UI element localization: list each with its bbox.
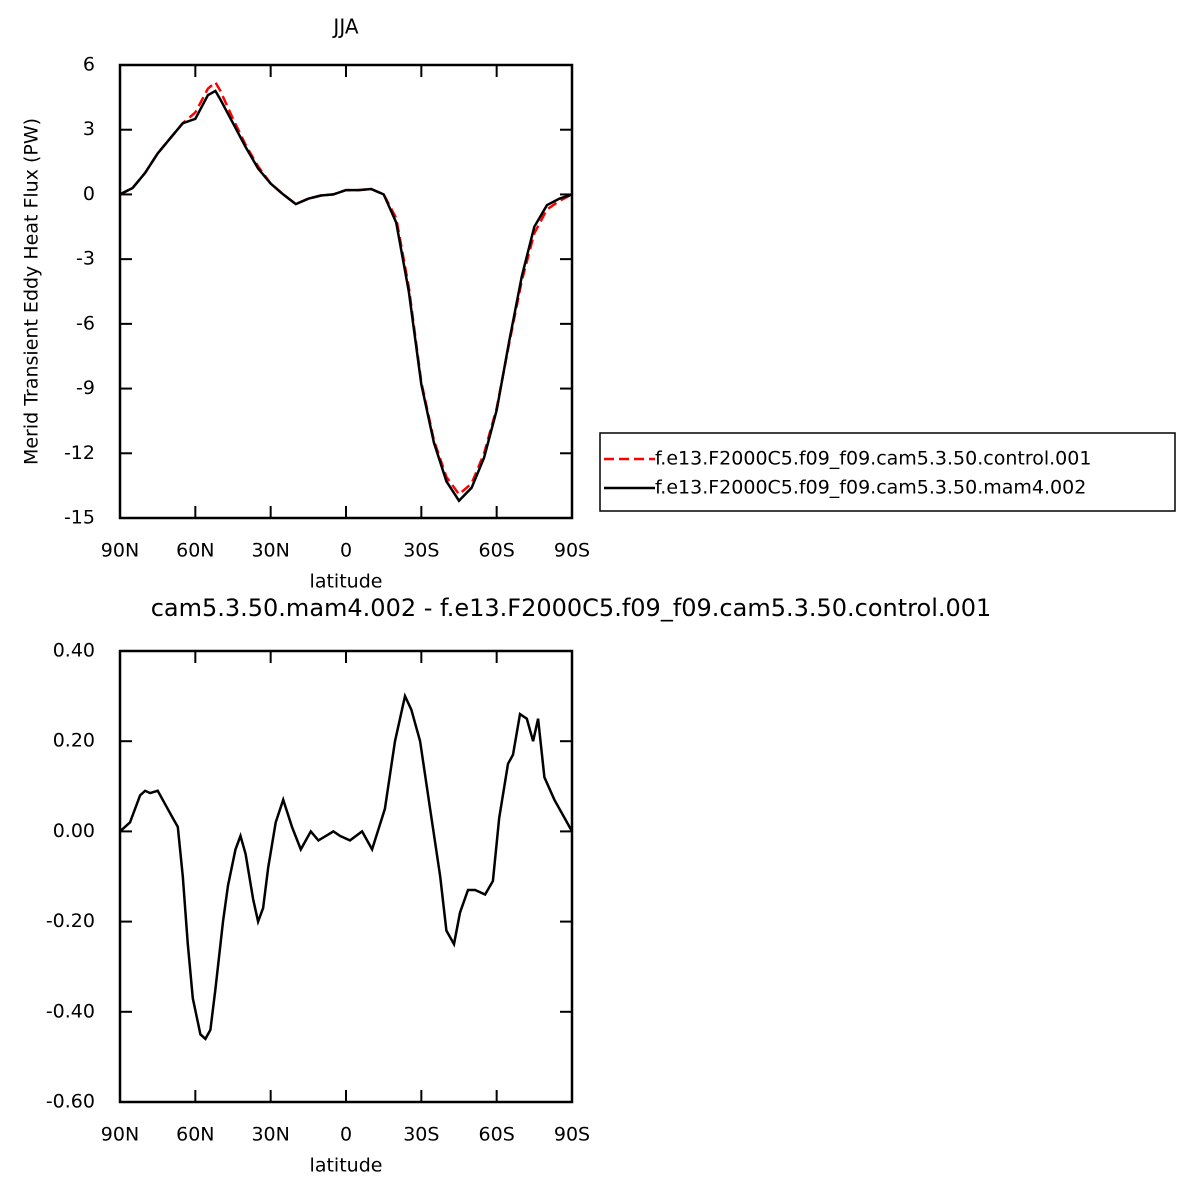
x-tick-label: 30S bbox=[403, 1124, 439, 1146]
x-tick-label: 30N bbox=[251, 1124, 289, 1146]
x-axis-label: latitude bbox=[310, 571, 383, 593]
x-tick-label: 0 bbox=[340, 540, 352, 562]
y-tick-label: -15 bbox=[64, 507, 95, 529]
y-tick-label: -6 bbox=[76, 312, 95, 334]
data-line bbox=[119, 692, 574, 1041]
x-tick-label: 90S bbox=[554, 540, 590, 562]
y-tick-label: 0.00 bbox=[53, 820, 95, 842]
y-tick-label: 0.20 bbox=[53, 730, 95, 752]
y-axis-label: Merid Transient Eddy Heat Flux (PW) bbox=[21, 118, 43, 465]
y-tick-label: -0.40 bbox=[46, 1000, 95, 1022]
y-tick-label: 3 bbox=[83, 118, 95, 140]
data-line bbox=[119, 80, 573, 497]
x-tick-label: 30N bbox=[251, 540, 289, 562]
y-tick-label: -3 bbox=[76, 248, 95, 270]
y-axis-label: Merid Transient Eddy Heat Flux (PW) bbox=[21, 703, 43, 1050]
y-tick-label: 0 bbox=[83, 183, 95, 205]
x-tick-label: 30S bbox=[403, 540, 439, 562]
x-tick-label: 60N bbox=[176, 540, 214, 562]
x-axis-label: latitude bbox=[310, 1155, 383, 1177]
data-line bbox=[119, 89, 573, 503]
y-tick-label: -0.20 bbox=[46, 910, 95, 932]
y-tick-label: -9 bbox=[76, 377, 95, 399]
y-tick-label: -0.60 bbox=[46, 1091, 95, 1113]
x-tick-label: 60N bbox=[176, 1124, 214, 1146]
x-tick-label: 90N bbox=[101, 540, 139, 562]
x-tick-label: 60S bbox=[479, 540, 515, 562]
chart-title: cam5.3.50.mam4.002 - f.e13.F2000C5.f09_f… bbox=[151, 594, 992, 622]
x-tick-label: 90N bbox=[101, 1124, 139, 1146]
x-tick-label: 60S bbox=[479, 1124, 515, 1146]
y-tick-label: 6 bbox=[83, 54, 95, 76]
legend-label: f.e13.F2000C5.f09_f09.cam5.3.50.control.… bbox=[655, 448, 1091, 470]
legend-box bbox=[599, 432, 1176, 512]
x-tick-label: 0 bbox=[340, 1124, 352, 1146]
plot-frame bbox=[118, 63, 574, 520]
y-tick-label: 0.40 bbox=[53, 640, 95, 662]
y-tick-label: -12 bbox=[64, 442, 95, 464]
chart-title: JJA bbox=[331, 15, 358, 39]
x-tick-label: 90S bbox=[554, 1124, 590, 1146]
legend-label: f.e13.F2000C5.f09_f09.cam5.3.50.mam4.002 bbox=[655, 477, 1086, 499]
plot-frame bbox=[118, 649, 574, 1104]
